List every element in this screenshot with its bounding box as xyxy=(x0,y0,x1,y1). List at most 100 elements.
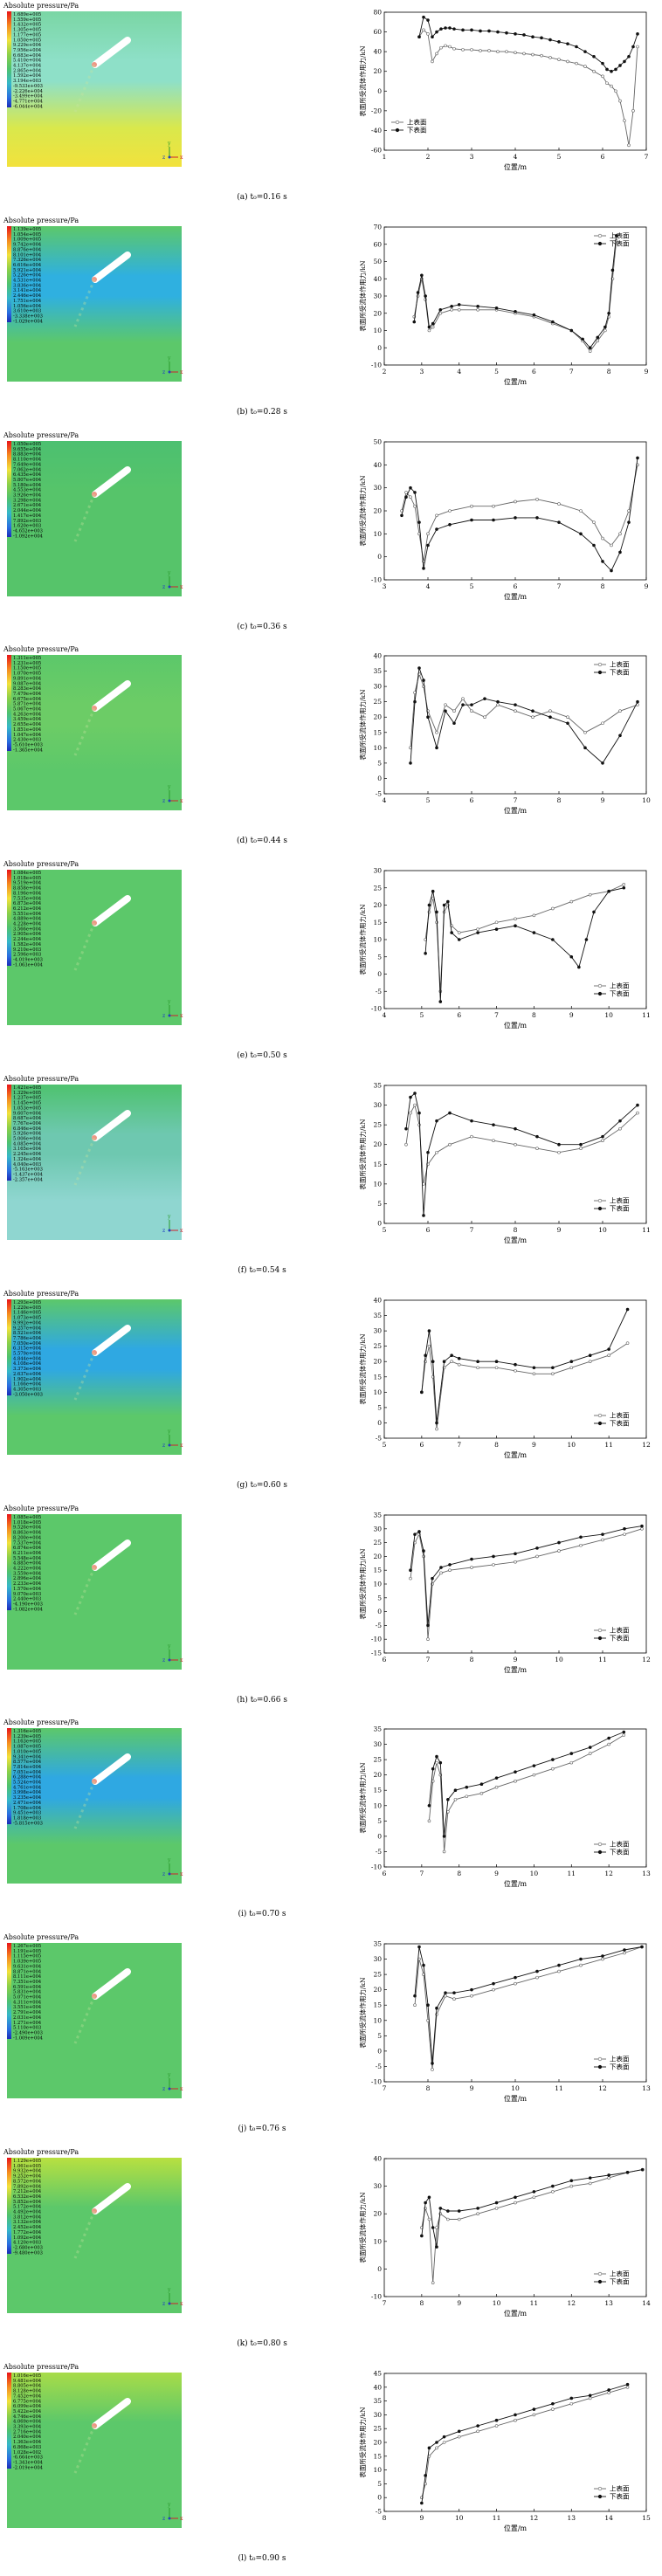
series-point-lower xyxy=(618,64,622,67)
body-shape xyxy=(73,1753,131,1829)
series-point-upper xyxy=(579,509,583,513)
scale-label: 3.194e+003 xyxy=(13,79,41,84)
series-point-lower xyxy=(540,36,543,40)
y-tick-label: 25 xyxy=(373,698,382,706)
legend-label-lower: 下表面 xyxy=(610,668,630,677)
series-point-upper xyxy=(470,1134,473,1139)
scale-label: 8.283e+004 xyxy=(13,686,42,692)
series-point-upper xyxy=(492,1139,495,1142)
series-point-lower xyxy=(618,550,622,554)
series-point-lower xyxy=(566,721,569,726)
series-point-upper xyxy=(505,50,508,53)
triad-y: y xyxy=(167,141,171,147)
series-point-lower xyxy=(438,2207,443,2210)
series-point-lower xyxy=(448,1563,452,1567)
series-point-lower xyxy=(636,456,639,460)
series-point-lower xyxy=(535,1969,539,1973)
series-line-lower xyxy=(421,2384,628,2504)
y-axis-label: 表面所受流体作用力/kN xyxy=(358,2192,367,2263)
y-tick-label: -10 xyxy=(371,2078,382,2086)
x-tick-label: 7 xyxy=(494,1011,499,1019)
series-point-upper xyxy=(496,50,500,53)
scale-label: 3.559e+004 xyxy=(13,1571,42,1576)
series-point-lower xyxy=(435,910,438,914)
series-point-lower xyxy=(461,703,465,706)
chart-frame xyxy=(383,1728,647,1868)
scale-label: 1.115e+005 xyxy=(13,1954,41,1960)
scale-label: -5.610e+003 xyxy=(13,742,43,747)
y-tick-label: 40 xyxy=(373,652,382,660)
panel-11: Absolute pressure/Pa 1.129e+005 1.061e+005… xyxy=(0,2146,662,2356)
series-point-lower xyxy=(438,1760,443,1765)
x-tick-label: 7 xyxy=(457,1441,461,1449)
series-point-lower xyxy=(492,518,495,522)
chart-frame xyxy=(383,1299,647,1439)
pressure-field xyxy=(7,1943,182,2098)
x-tick-label: 2 xyxy=(383,368,387,375)
x-axis-label: 位置/m xyxy=(504,162,528,171)
series-point-upper xyxy=(492,504,495,508)
y-tick-label: 70 xyxy=(373,224,382,231)
series-line-upper xyxy=(401,465,638,561)
y-tick-label: 30 xyxy=(373,1101,382,1109)
body-shape xyxy=(73,1110,131,1186)
x-tick-label: 10 xyxy=(604,1011,613,1019)
scale-label: 1.050e+005 xyxy=(13,38,41,43)
y-tick-label: 0 xyxy=(377,775,382,782)
scale-label: 4.844e+004 xyxy=(13,1356,42,1361)
y-tick-label: 15 xyxy=(373,728,382,736)
series-point-lower xyxy=(557,520,561,524)
series-point-lower xyxy=(444,1991,447,1994)
series-point-upper xyxy=(465,1794,469,1799)
triad-y: y xyxy=(167,1214,171,1220)
x-tick-label: 8 xyxy=(419,2299,424,2307)
y-tick-label: 35 xyxy=(373,2397,382,2405)
series-point-lower xyxy=(438,308,443,312)
series-point-lower xyxy=(610,568,613,573)
series-point-lower xyxy=(607,1736,610,1740)
x-tick-label: 8 xyxy=(383,2514,387,2522)
y-tick-label: 35 xyxy=(373,1940,382,1948)
panel-12: Absolute pressure/Pa 1.016e+005 9.481e+004… xyxy=(0,2361,662,2571)
x-tick-label: 6 xyxy=(426,1226,431,1234)
scale-label: 9.742e+004 xyxy=(13,243,42,248)
triad-z: z xyxy=(162,369,165,375)
series-point-upper xyxy=(535,498,539,501)
series-point-upper xyxy=(514,2418,517,2422)
series-point-lower xyxy=(435,2441,438,2444)
triad-z: z xyxy=(162,798,165,804)
y-tick-label: 30 xyxy=(373,2411,382,2419)
y-axis-label: 表面所受流体作用力/kN xyxy=(358,45,367,117)
x-tick-label: 7 xyxy=(514,796,518,804)
scale-label: 4.746e+004 xyxy=(13,2414,42,2420)
series-point-lower xyxy=(577,965,581,969)
series-point-lower xyxy=(601,61,604,65)
triad-z: z xyxy=(162,2516,165,2522)
series-point-upper xyxy=(404,1142,408,1147)
y-tick-label: 20 xyxy=(373,67,382,75)
y-tick-label: 10 xyxy=(373,2237,382,2245)
series-point-lower xyxy=(532,931,536,934)
scale-label: 8.111e+004 xyxy=(13,1974,42,1980)
scale-label: 7.814e+004 xyxy=(13,1765,42,1770)
x-tick-label: 8 xyxy=(426,2084,431,2092)
series-point-lower xyxy=(435,746,438,750)
series-point-lower xyxy=(494,2418,499,2422)
legend-label-upper: 上表面 xyxy=(610,2269,630,2278)
scale-label: 1.028e+002 xyxy=(13,2450,41,2455)
series-point-upper xyxy=(439,1571,443,1575)
scale-label: 4.492e+004 xyxy=(13,2210,42,2215)
series-point-lower xyxy=(588,1746,592,1749)
series-point-upper xyxy=(461,697,465,700)
scale-label: 8.577e+004 xyxy=(13,1760,42,1765)
series-point-lower xyxy=(532,313,536,317)
series-point-upper xyxy=(438,311,443,315)
x-tick-label: 7 xyxy=(419,1870,424,1877)
series-point-lower xyxy=(514,309,517,313)
scale-label: -1.082e+004 xyxy=(13,1607,44,1612)
series-point-upper xyxy=(457,931,461,934)
y-tick-label: 5 xyxy=(377,953,382,961)
scale-label: -1.063e+004 xyxy=(13,962,44,968)
series-point-upper xyxy=(601,1538,604,1542)
